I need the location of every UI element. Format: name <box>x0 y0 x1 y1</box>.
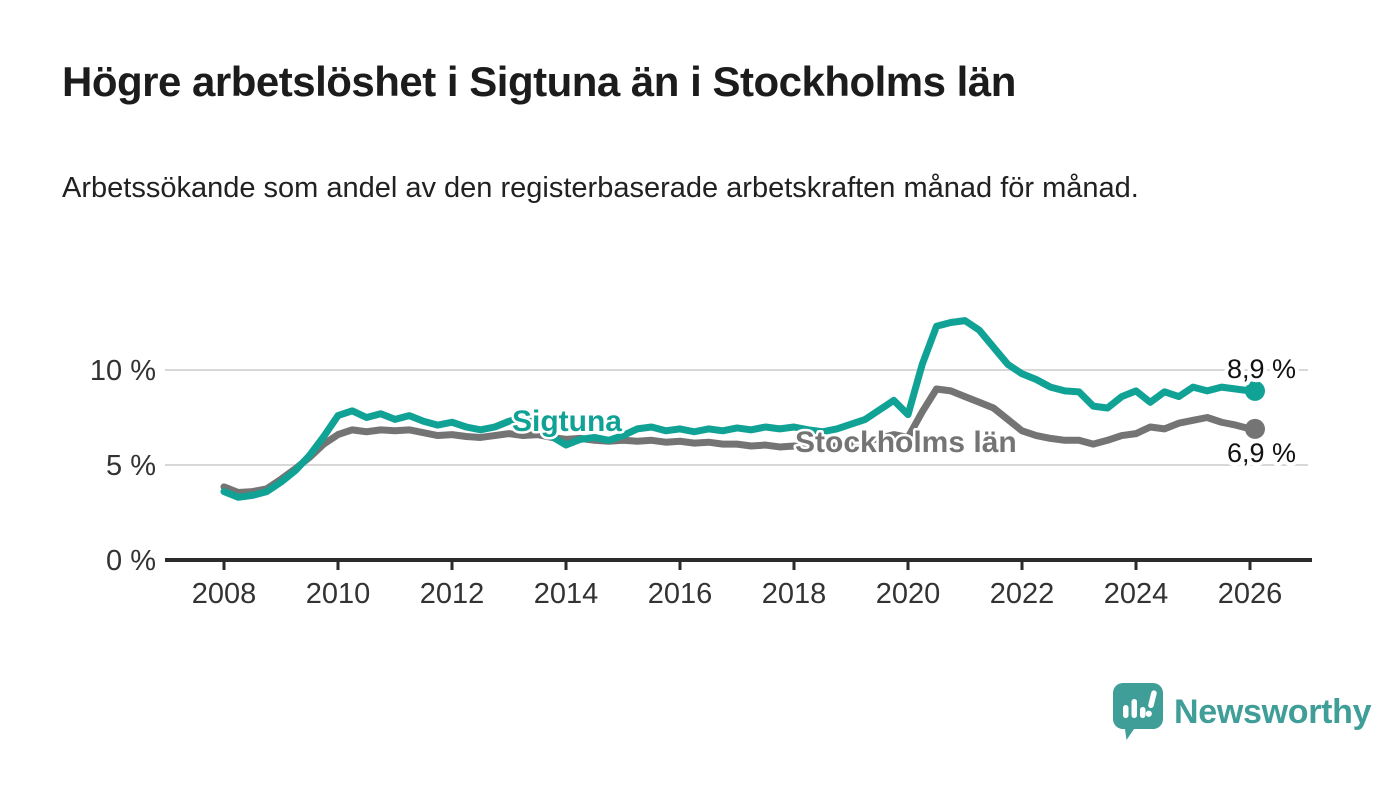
bar-2 <box>1131 699 1137 718</box>
end-dot-stockholms-lan <box>1245 418 1265 439</box>
bar-3 <box>1140 707 1146 718</box>
y-tick-label: 10 % <box>90 355 156 387</box>
chart-subtitle: Arbetssökande som andel av den registerb… <box>62 172 1139 204</box>
y-axis-labels: 0 % 5 % 10 % <box>90 355 156 577</box>
x-tick-label: 2026 <box>1218 578 1283 610</box>
x-tick-label: 2008 <box>192 578 257 610</box>
series-label-stockholms-lan: Stockholms län <box>795 426 1017 459</box>
x-tick-label: 2016 <box>648 578 713 610</box>
line-sigtuna <box>220 317 1254 501</box>
series-label-sigtuna: Sigtuna <box>512 405 622 438</box>
x-tick-label: 2010 <box>306 578 371 610</box>
line-stockholms-lan <box>220 385 1254 497</box>
x-tick-label: 2020 <box>876 578 941 610</box>
x-axis-labels: 2008 2010 2012 2014 2016 2018 2020 2022 2024 2026 <box>192 578 1283 610</box>
x-tick-label: 2024 <box>1104 578 1169 610</box>
end-value-label-sigtuna: 8,9 % <box>1227 354 1296 384</box>
end-dot-sigtuna <box>1245 380 1265 401</box>
end-value-label-stockholms-lan: 6,9 % <box>1227 438 1296 468</box>
newsworthy-logo-icon <box>1113 683 1163 740</box>
x-tick-label: 2018 <box>762 578 827 610</box>
x-axis-ticks <box>222 560 1252 570</box>
x-tick-label: 2012 <box>420 578 485 610</box>
exclamation-mark <box>1145 690 1157 717</box>
newsworthy-logo-text: Newsworthy <box>1174 692 1372 731</box>
x-tick-label: 2014 <box>534 578 599 610</box>
bar-1 <box>1123 705 1129 718</box>
x-tick-label: 2022 <box>990 578 1055 610</box>
y-tick-label: 5 % <box>106 450 156 482</box>
gridlines <box>165 369 1308 466</box>
y-tick-label: 0 % <box>106 545 156 577</box>
newsworthy-brand: Newsworthy <box>1112 682 1372 742</box>
page-title: Högre arbetslöshet i Sigtuna än i Stockh… <box>62 58 1016 105</box>
